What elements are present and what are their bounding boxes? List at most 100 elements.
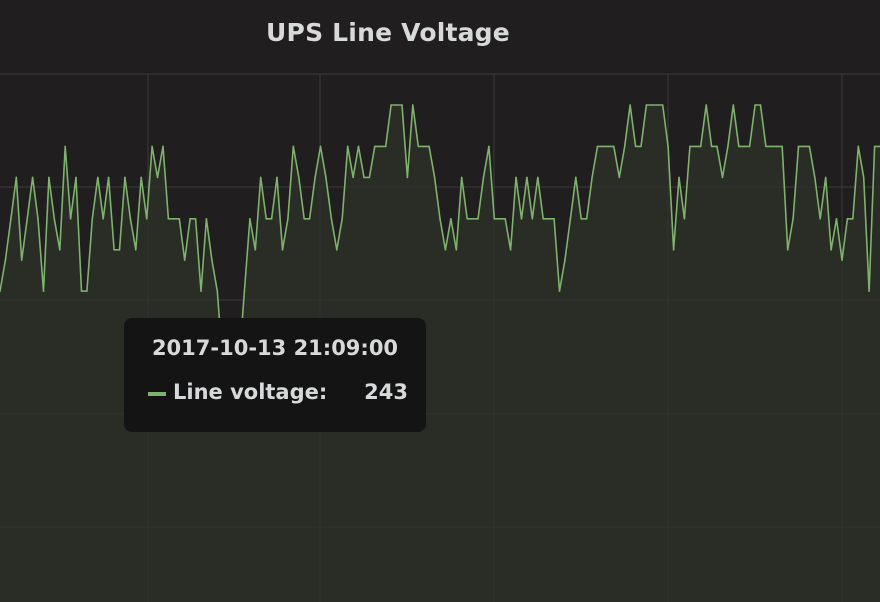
data-point [651, 104, 653, 106]
data-point [585, 218, 588, 220]
data-point [520, 218, 523, 220]
data-point [124, 176, 126, 179]
data-point [156, 176, 159, 179]
data-point [547, 218, 550, 220]
data-point [765, 145, 767, 148]
data-point [542, 218, 544, 220]
data-point [363, 176, 365, 179]
data-point [699, 145, 702, 148]
data-point [661, 104, 664, 106]
data-point [276, 176, 278, 179]
data-point [738, 145, 740, 148]
data-point [249, 218, 251, 220]
data-point [580, 218, 582, 220]
tooltip-series-label: Line voltage: [173, 380, 328, 404]
data-point [667, 145, 669, 148]
data-point [873, 145, 876, 148]
data-point [395, 104, 398, 106]
data-point [477, 218, 479, 220]
data-point [80, 290, 83, 292]
data-point [412, 104, 414, 106]
data-point [640, 145, 642, 148]
data-point [526, 176, 528, 179]
data-point [75, 176, 77, 179]
data-point [591, 176, 593, 179]
data-point [118, 249, 121, 251]
data-point [91, 218, 94, 220]
data-point [852, 218, 854, 220]
data-point [493, 218, 496, 220]
data-point [819, 218, 821, 220]
series-swatch-icon [148, 392, 166, 396]
data-point [292, 145, 295, 148]
data-point [183, 259, 186, 261]
data-point [743, 145, 745, 148]
data-point [689, 145, 691, 148]
data-point [575, 176, 577, 179]
data-point [162, 145, 164, 148]
data-point [346, 145, 349, 148]
data-point [102, 218, 104, 220]
data-point [553, 218, 555, 220]
data-point [20, 259, 23, 261]
data-point [31, 176, 34, 179]
data-point [797, 145, 800, 148]
data-point [211, 259, 213, 261]
data-point [417, 145, 420, 148]
data-point [140, 176, 142, 179]
data-point [602, 145, 604, 148]
data-point [439, 218, 441, 220]
data-point [759, 104, 762, 106]
data-point [466, 218, 469, 220]
data-point [748, 145, 751, 148]
data-point [129, 218, 132, 220]
data-point [37, 218, 39, 220]
data-point [216, 290, 219, 292]
data-point [433, 176, 436, 179]
panel-title[interactable]: UPS Line Voltage [266, 18, 510, 47]
data-point [537, 176, 539, 179]
data-point [281, 249, 284, 251]
data-point [504, 218, 507, 220]
data-point [781, 145, 783, 148]
data-point [390, 104, 392, 106]
data-point [732, 104, 735, 106]
data-point [189, 218, 191, 220]
data-point [645, 104, 648, 106]
data-point [259, 176, 262, 179]
data-point [460, 176, 463, 179]
data-point [727, 145, 729, 148]
data-point [471, 218, 474, 220]
data-point [298, 176, 300, 179]
data-point [623, 145, 626, 148]
data-point [368, 176, 371, 179]
data-point [200, 290, 202, 292]
data-point [803, 145, 805, 148]
data-point [287, 218, 289, 220]
data-point [270, 218, 273, 220]
data-point [48, 176, 50, 179]
data-point [770, 145, 773, 148]
data-point [178, 218, 181, 220]
data-point [835, 218, 838, 220]
data-point [205, 218, 208, 220]
data-point [776, 145, 778, 148]
data-point [841, 259, 843, 261]
data-point [428, 145, 430, 148]
data-point [194, 218, 197, 220]
data-point [330, 218, 333, 220]
tooltip-series-row: Line voltage: 243 [148, 380, 408, 406]
data-point [846, 218, 849, 220]
data-point [857, 145, 860, 148]
data-point [53, 218, 56, 220]
data-point [86, 290, 88, 292]
data-point [564, 259, 566, 261]
data-point [341, 218, 344, 220]
data-point [629, 104, 631, 106]
data-point [694, 145, 697, 148]
hover-tooltip: 2017-10-13 21:09:00 Line voltage: 243 [124, 318, 426, 432]
data-point [352, 176, 354, 179]
data-point [97, 176, 99, 179]
